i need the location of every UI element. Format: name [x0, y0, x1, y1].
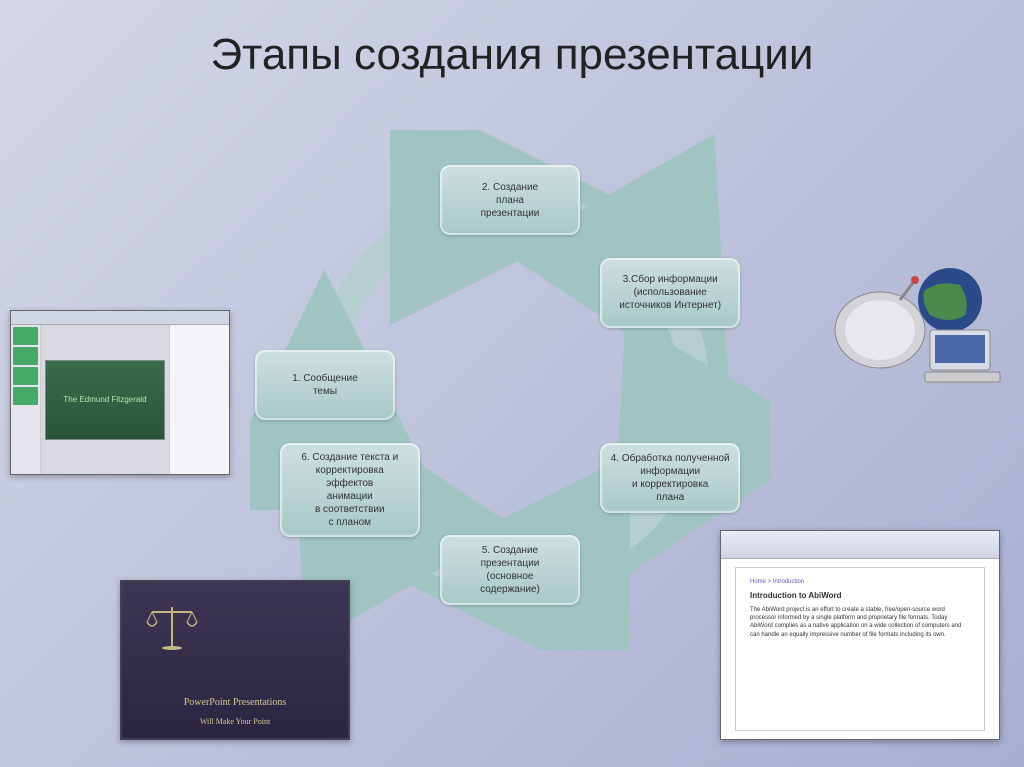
scales-icon	[142, 602, 202, 652]
doc-body: The AbiWord project is an effort to crea…	[750, 606, 970, 640]
cycle-node-label: 4. Обработка полученной информации и кор…	[611, 452, 730, 504]
cycle-node-label: 2. Создание плана презентации	[481, 181, 540, 220]
cycle-node-2: 2. Создание плана презентации	[440, 165, 580, 235]
cycle-node-5: 5. Создание презентации (основное содерж…	[440, 535, 580, 605]
dark-slide-line2: Will Make Your Point	[122, 717, 348, 726]
cycle-node-6: 6. Создание текста и корректировка эффек…	[280, 443, 420, 537]
doc-crumb: Home > Introduction	[750, 578, 970, 586]
cycle-node-label: 6. Создание текста и корректировка эффек…	[301, 451, 398, 529]
cycle-node-label: 3.Сбор информации (использование источни…	[619, 273, 721, 312]
thumb-doc-editor: Home > Introduction Introduction to AbiW…	[720, 530, 1000, 740]
cycle-node-4: 4. Обработка полученной информации и кор…	[600, 443, 740, 513]
cycle-node-3: 3.Сбор информации (использование источни…	[600, 258, 740, 328]
thumb-dark-slide: PowerPoint Presentations Will Make Your …	[120, 580, 350, 740]
thumb-ppt-editor: The Edmund Fitzgerald	[10, 310, 230, 475]
cycle-diagram: 1. Сообщение темы 2. Создание плана презе…	[250, 130, 770, 650]
dark-slide-line1: PowerPoint Presentations	[122, 697, 348, 708]
cycle-node-label: 1. Сообщение темы	[292, 372, 358, 398]
thumb-internet	[830, 250, 1010, 400]
doc-heading: Introduction to AbiWord	[750, 590, 970, 601]
slide-text: The Edmund Fitzgerald	[45, 360, 165, 440]
cycle-node-1: 1. Сообщение темы	[255, 350, 395, 420]
cycle-node-label: 5. Создание презентации (основное содерж…	[480, 544, 540, 596]
page-title: Этапы создания презентации	[0, 0, 1024, 80]
